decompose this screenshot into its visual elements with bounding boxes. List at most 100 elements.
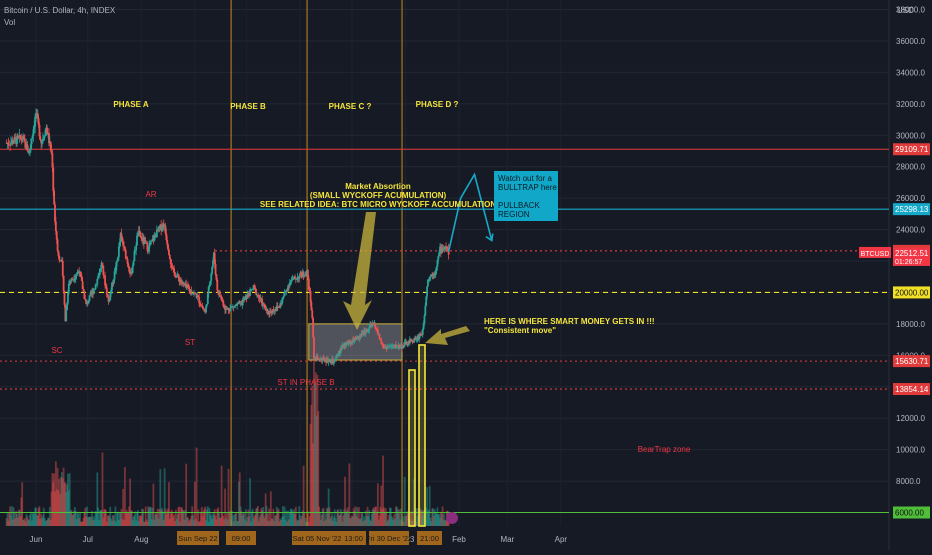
candle-body <box>103 275 106 276</box>
candle-body <box>413 338 416 343</box>
volume-bar <box>79 521 82 526</box>
price-tick-32000: 32000.0 <box>896 100 925 109</box>
volume-bar <box>170 509 173 526</box>
price-tick-30000: 30000.0 <box>896 131 925 140</box>
candle-body <box>380 339 383 344</box>
volume-bar <box>56 467 59 526</box>
candle-body <box>107 296 110 302</box>
volume-bar <box>12 507 15 526</box>
volume-bar <box>16 514 18 526</box>
candle-body <box>85 299 87 304</box>
volume-bar <box>252 518 255 526</box>
candle-body <box>316 356 319 359</box>
volume-bar <box>90 517 93 526</box>
candle-body <box>26 144 29 151</box>
candle-body <box>175 276 178 278</box>
volume-bar <box>395 506 398 526</box>
volume-bar <box>174 521 176 526</box>
candle-body <box>54 221 57 232</box>
volume-bar <box>73 510 75 526</box>
candle-body <box>215 274 218 280</box>
volume-bar <box>59 494 62 526</box>
candle-body <box>136 234 139 236</box>
volume-bar <box>431 508 434 526</box>
volume-bar <box>234 513 237 526</box>
volume-bar <box>41 518 43 526</box>
time-tick-Apr: Apr <box>555 535 568 544</box>
candle-body <box>359 333 362 336</box>
candle-body <box>109 293 112 301</box>
volume-bar <box>413 479 416 526</box>
price-axis: 6000.08000.010000.012000.014000.016000.0… <box>859 6 930 519</box>
volume-bar <box>288 512 291 526</box>
volume-bar <box>224 488 226 526</box>
volume-bar <box>153 519 156 526</box>
volume-bar <box>154 514 157 526</box>
candle-body <box>130 272 132 274</box>
candle-body <box>122 241 125 247</box>
volume-bar <box>319 512 321 526</box>
volume-bar <box>67 490 70 526</box>
volume-bar <box>214 515 217 526</box>
volume-bar <box>175 519 178 526</box>
volume-bar <box>343 509 346 526</box>
candle-body <box>427 279 430 281</box>
volume-bar <box>185 463 188 526</box>
volume-bar <box>244 519 246 526</box>
candle-body <box>87 300 90 304</box>
volume-bar <box>66 484 68 526</box>
volume-bar <box>236 520 239 526</box>
candle-body <box>294 278 297 280</box>
candle-body <box>223 305 226 308</box>
volume-bar <box>52 482 55 526</box>
absorption-line-3: SEE RELATED IDEA: BTC MICRO WYCKOFF ACCU… <box>260 200 497 209</box>
accumulation-box <box>308 323 403 361</box>
candle-body <box>178 277 181 282</box>
candle-body <box>350 341 352 345</box>
volume-bar <box>357 518 359 526</box>
volume-bar <box>48 506 51 526</box>
candle-body <box>415 339 418 341</box>
volume-bar <box>105 510 107 526</box>
volume-bar <box>204 506 207 526</box>
candle-body <box>33 126 36 130</box>
candle-body <box>326 358 329 363</box>
candle-body <box>108 300 111 302</box>
candle-body <box>211 266 214 274</box>
candle-body <box>427 279 429 287</box>
volume-bar <box>307 511 309 526</box>
volume-bar <box>195 447 198 526</box>
ar-label: AR <box>145 190 156 199</box>
volume-bar <box>143 521 145 526</box>
volume-bar <box>405 515 408 526</box>
volume-bar <box>278 521 281 526</box>
volume-bar <box>166 510 169 526</box>
volume-bar <box>238 472 241 526</box>
volume-bar <box>372 507 375 526</box>
volume-bar <box>399 519 402 526</box>
volume-bar <box>133 515 136 526</box>
candle-body <box>323 358 326 362</box>
volume-bar <box>169 513 172 526</box>
st-label: ST <box>185 338 195 347</box>
volume-bar <box>300 519 302 526</box>
volume-bar <box>337 509 340 526</box>
volume-bar <box>7 520 10 526</box>
volume-bar <box>92 520 94 526</box>
candle-body <box>61 261 64 276</box>
volume-bar <box>28 520 30 526</box>
volume-bar <box>77 513 80 526</box>
volume-bar <box>231 510 233 526</box>
volume-bar <box>177 507 180 526</box>
volume-bar <box>189 518 192 526</box>
candle-body <box>279 303 282 308</box>
bottom-tag-text-5: 21:00 <box>420 534 439 543</box>
volume-bar <box>132 516 135 526</box>
volume-bar <box>174 509 177 526</box>
candle-body <box>434 270 437 275</box>
volume-bar <box>400 508 403 526</box>
volume-bar <box>284 519 287 526</box>
candle-body <box>117 257 119 261</box>
volume-bar <box>37 507 40 526</box>
